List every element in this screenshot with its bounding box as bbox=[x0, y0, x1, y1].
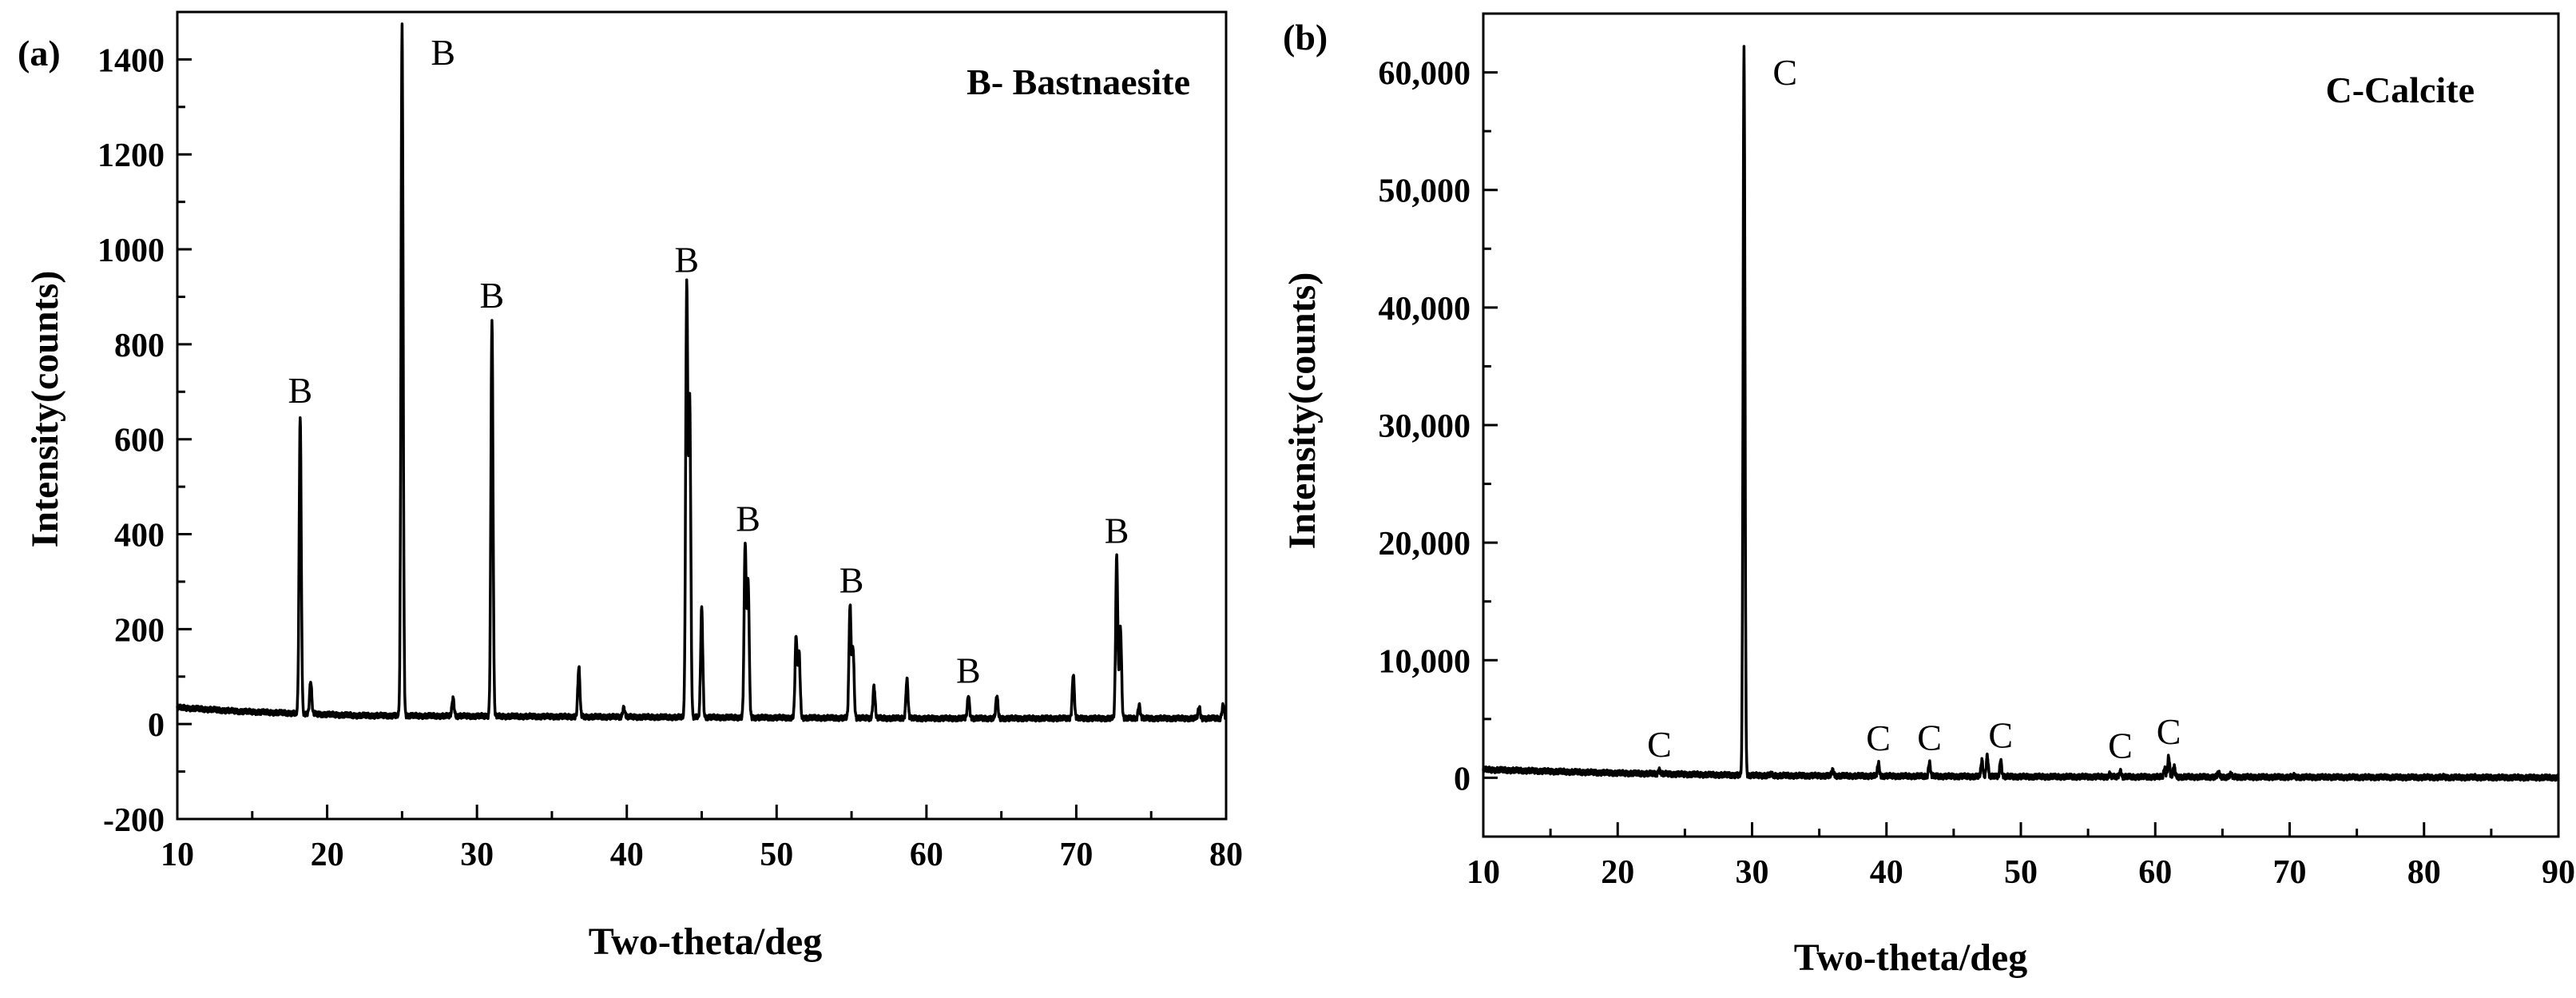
peak-label: B bbox=[674, 240, 699, 280]
legend-bastnaesite: B- Bastnaesite bbox=[966, 62, 1190, 102]
peak-label: B bbox=[480, 275, 505, 316]
y-tick-label: 50,000 bbox=[1379, 173, 1471, 210]
x-tick-label: 20 bbox=[311, 837, 344, 873]
x-tick-label: 50 bbox=[760, 837, 793, 873]
peak-label: B bbox=[431, 32, 455, 73]
panel-a-bastnaesite: (a) B- Bastnaesite Two-theta/deg Intensi… bbox=[18, 10, 1243, 963]
x-tick-label: 50 bbox=[2004, 854, 2038, 891]
x-tick-label: 40 bbox=[1870, 854, 1903, 891]
peak-label: B bbox=[956, 650, 981, 691]
y-tick-label: 30,000 bbox=[1379, 408, 1471, 445]
y-tick-label: -200 bbox=[103, 802, 165, 839]
x-axis-title-a: Two-theta/deg bbox=[589, 920, 822, 963]
peak-label: C bbox=[1647, 724, 1672, 765]
y-tick-label: 1000 bbox=[97, 233, 165, 269]
x-tick-label: 30 bbox=[1736, 854, 1769, 891]
y-tick-label: 800 bbox=[114, 328, 165, 364]
peak-label: C bbox=[2108, 726, 2133, 766]
x-axis-title-b: Two-theta/deg bbox=[1794, 936, 2027, 979]
y-tick-label: 60,000 bbox=[1379, 56, 1471, 93]
y-tick-label: 400 bbox=[114, 518, 165, 555]
peak-label: B bbox=[736, 498, 760, 539]
x-tick-label: 90 bbox=[2542, 854, 2575, 891]
x-tick-label: 80 bbox=[2407, 854, 2441, 891]
y-tick-label: 40,000 bbox=[1379, 291, 1471, 328]
y-tick-label: 20,000 bbox=[1379, 526, 1471, 563]
y-axis-title-a: Intensity(counts) bbox=[24, 271, 66, 548]
y-tick-label: 10,000 bbox=[1379, 643, 1471, 680]
y-tick-label: 1200 bbox=[97, 137, 165, 174]
peak-label: C bbox=[1866, 718, 1891, 758]
x-tick-label: 60 bbox=[910, 837, 943, 873]
peak-label: C bbox=[2157, 711, 2181, 752]
y-tick-label: 600 bbox=[114, 423, 165, 459]
y-axis-title-b: Intensity(counts) bbox=[1281, 272, 1324, 550]
x-tick-label: 30 bbox=[460, 837, 494, 873]
peak-label: B bbox=[1105, 510, 1129, 551]
panel-label-a: (a) bbox=[18, 33, 61, 74]
panel-label-b: (b) bbox=[1283, 17, 1328, 58]
x-tick-label: 40 bbox=[610, 837, 644, 873]
xrd-pattern-line bbox=[176, 22, 1228, 723]
y-tick-label: 200 bbox=[114, 612, 165, 649]
legend-calcite: C-Calcite bbox=[2326, 70, 2475, 110]
x-tick-label: 60 bbox=[2138, 854, 2172, 891]
x-tick-label: 70 bbox=[1059, 837, 1093, 873]
plot-frame bbox=[176, 10, 1228, 821]
x-tick-label: 10 bbox=[161, 837, 194, 873]
y-tick-label: 1400 bbox=[97, 42, 165, 79]
panel-b-calcite: (b) C-Calcite Two-theta/deg Intensity(co… bbox=[1281, 12, 2575, 979]
plot-frame bbox=[1482, 12, 2560, 838]
x-tick-label: 20 bbox=[1601, 854, 1634, 891]
xrd-pattern-line bbox=[1482, 45, 2560, 782]
x-tick-label: 10 bbox=[1467, 854, 1500, 891]
peak-label: C bbox=[1917, 717, 1942, 757]
peak-label: B bbox=[288, 370, 312, 411]
x-tick-label: 70 bbox=[2273, 854, 2307, 891]
peak-label: C bbox=[1988, 714, 2013, 755]
y-tick-label: 0 bbox=[1454, 761, 1471, 797]
y-tick-label: 0 bbox=[148, 707, 165, 744]
x-tick-label: 80 bbox=[1209, 837, 1243, 873]
peak-label: C bbox=[1772, 52, 1797, 93]
peak-label: B bbox=[839, 560, 864, 601]
